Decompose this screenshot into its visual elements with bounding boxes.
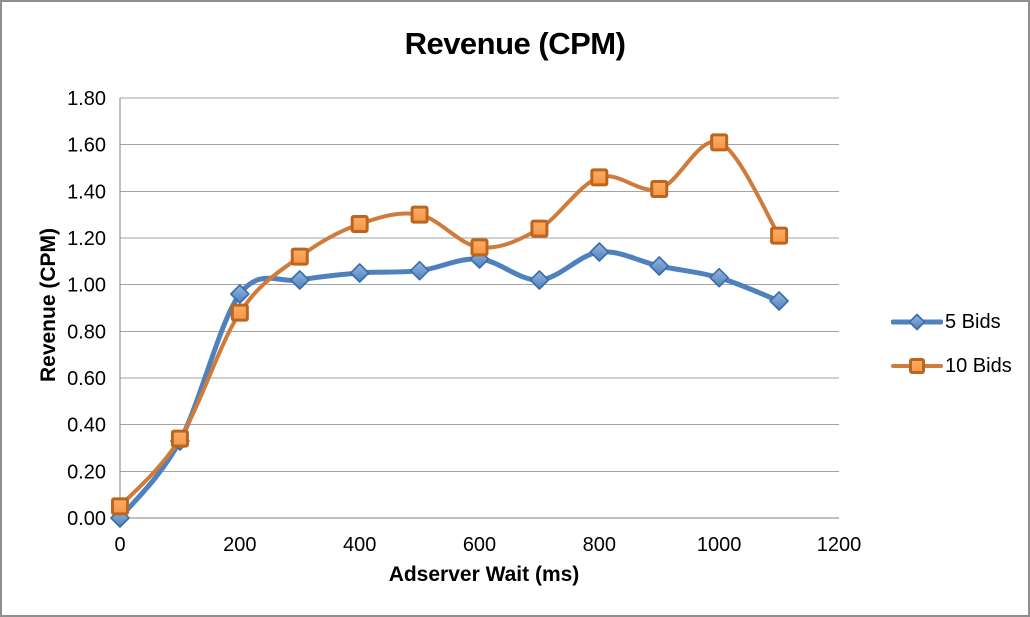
data-point-5-bids	[769, 291, 789, 311]
data-point-5-bids	[409, 260, 430, 281]
legend-line-square-icon	[891, 358, 943, 374]
y-tick-label: 0.00	[67, 508, 106, 530]
legend-line-diamond-icon	[891, 313, 943, 331]
x-tick-label: 800	[583, 534, 616, 556]
data-point-10-bids	[350, 215, 369, 233]
data-point-10-bids	[410, 205, 429, 224]
x-tick-label: 600	[463, 534, 496, 556]
legend-item-5-bids: 5 Bids	[891, 310, 1001, 334]
series-line-5-bids	[117, 249, 782, 521]
data-point-10-bids	[170, 429, 189, 448]
data-point-5-bids	[289, 270, 310, 290]
x-tick-label: 1200	[817, 534, 862, 556]
legend-marker-5-bids	[908, 313, 926, 331]
y-axis-title: Revenue (CPM)	[37, 227, 60, 383]
series-line-10-bids	[118, 139, 782, 509]
data-point-10-bids	[770, 226, 789, 245]
data-point-5-bids	[589, 242, 610, 262]
y-tick-label: 1.40	[67, 181, 106, 203]
data-point-10-bids	[111, 497, 129, 516]
x-tick-label: 400	[343, 534, 376, 556]
legend-label-5-bids: 5 Bids	[945, 310, 1001, 333]
data-point-10-bids	[710, 133, 729, 152]
data-point-10-bids	[590, 168, 609, 187]
data-point-10-bids	[230, 303, 249, 322]
x-tick-label: 200	[223, 534, 256, 556]
data-point-5-bids	[349, 263, 370, 283]
y-tick-label: 0.60	[67, 368, 106, 390]
y-tick-label: 1.00	[67, 275, 106, 297]
data-point-5-bids	[709, 267, 729, 288]
legend-marker-10-bids	[909, 358, 925, 374]
x-tick-label: 0	[114, 534, 125, 556]
data-point-10-bids	[470, 238, 489, 257]
data-point-10-bids	[530, 219, 549, 238]
x-tick-label: 1000	[697, 534, 742, 556]
data-point-5-bids	[529, 270, 550, 290]
data-point-5-bids	[649, 256, 670, 276]
y-tick-label: 0.40	[67, 415, 106, 437]
data-point-10-bids	[650, 180, 669, 198]
legend-item-10-bids: 10 Bids	[891, 354, 1012, 378]
data-point-5-bids	[230, 284, 250, 304]
y-tick-label: 1.80	[67, 88, 106, 110]
y-tick-label: 0.80	[67, 321, 106, 343]
chart-title: Revenue (CPM)	[404, 26, 626, 61]
x-axis-title: Adserver Wait (ms)	[388, 563, 580, 586]
y-tick-label: 0.20	[67, 461, 106, 483]
legend-label-10-bids: 10 Bids	[945, 354, 1012, 377]
data-point-10-bids	[290, 247, 309, 266]
y-tick-label: 1.20	[67, 228, 106, 250]
y-tick-label: 1.60	[67, 135, 106, 157]
